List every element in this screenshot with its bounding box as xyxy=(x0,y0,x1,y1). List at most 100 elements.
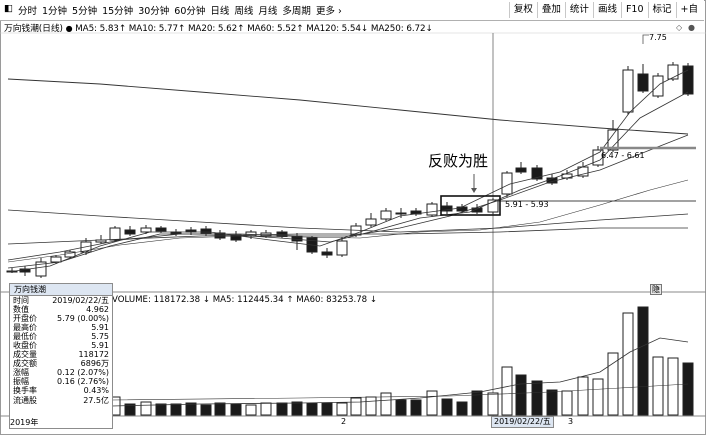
volume-bar xyxy=(230,403,242,416)
candle-body xyxy=(607,129,619,151)
stats-button[interactable]: 统计 xyxy=(564,2,593,18)
tab-5min[interactable]: 5分钟 xyxy=(72,6,98,17)
candle-body xyxy=(395,212,407,215)
ma5-arrow: ↑ xyxy=(118,24,127,34)
ma10-arrow: ↑ xyxy=(177,24,186,34)
tab-60min[interactable]: 60分钟 xyxy=(174,6,206,17)
volume-bar xyxy=(155,403,167,416)
tab-fenshi[interactable]: 分时 xyxy=(17,6,37,17)
candle-body xyxy=(155,227,167,232)
overlay-button[interactable]: 叠加 xyxy=(536,2,565,18)
panel-row-key: 最低价 xyxy=(13,332,37,342)
ma60-value: MA60: 5.52 xyxy=(247,24,297,34)
ma20-line xyxy=(7,134,689,261)
candle-body xyxy=(365,218,377,226)
volume-bar xyxy=(577,376,589,416)
volume-bar xyxy=(410,399,422,416)
fuquan-button[interactable]: 复权 xyxy=(508,2,537,18)
candle-body xyxy=(336,240,348,256)
volume-ma5-line xyxy=(111,337,689,407)
high-marker xyxy=(642,34,649,44)
settings-dot-icon: ● xyxy=(688,23,695,32)
volume-bar xyxy=(321,402,333,416)
custom-button[interactable]: +自 xyxy=(675,2,702,18)
panel-row: 成交额 6896万 xyxy=(10,359,112,368)
volume-bar xyxy=(140,401,152,416)
panel-row-value: 2019/02/22/五 xyxy=(52,296,109,305)
period-toolbar: ◧ 分时 1分钟 5分钟 15分钟 30分钟 60分钟 日线 周线 月线 多周期… xyxy=(0,0,704,21)
annotation-text: 反败为胜 xyxy=(428,152,489,170)
ma250-line xyxy=(7,78,689,135)
menu-icon[interactable]: ◧ xyxy=(4,3,13,14)
candle-body xyxy=(109,227,121,241)
volume-bar xyxy=(456,401,468,416)
panel-row-value: 5.91 xyxy=(91,341,109,351)
f10-button[interactable]: F10 xyxy=(620,2,648,18)
volume-bar xyxy=(395,399,407,416)
high-price-label: 7.75 xyxy=(649,33,667,42)
period-tabs: ◧ 分时 1分钟 5分钟 15分钟 30分钟 60分钟 日线 周线 月线 多周期… xyxy=(4,3,342,17)
draw-line-button[interactable]: 画线 xyxy=(592,2,621,18)
candle-body xyxy=(637,73,649,92)
tab-more-label: 更多 xyxy=(315,6,335,17)
panel-row-key: 时间 xyxy=(13,296,29,305)
volume-bar xyxy=(622,312,634,416)
volume-bar xyxy=(637,306,649,416)
ma10-value: MA10: 5.77 xyxy=(128,24,178,34)
volume-bar xyxy=(426,390,438,416)
candle-body xyxy=(456,206,468,212)
ma5-value: MA5: 5.83 xyxy=(75,24,119,34)
tab-monthly[interactable]: 月线 xyxy=(258,6,278,17)
panel-row-value: 5.91 xyxy=(91,323,109,333)
mark-button[interactable]: 标记 xyxy=(647,2,676,18)
candle-body xyxy=(50,256,62,263)
tab-1min[interactable]: 1分钟 xyxy=(42,6,68,17)
tab-weekly[interactable]: 周线 xyxy=(234,6,254,17)
panel-row-value: 5.79 (0.00%) xyxy=(56,314,109,324)
volume-bar xyxy=(214,402,226,416)
volume-bar xyxy=(471,390,483,416)
panel-row: 换手率 0.43% xyxy=(10,386,112,395)
tab-multi-period[interactable]: 多周期 xyxy=(282,6,311,17)
candle-body xyxy=(64,251,76,258)
tab-30min[interactable]: 30分钟 xyxy=(138,6,170,17)
panel-row: 最低价 5.75 xyxy=(10,332,112,341)
volume-bar xyxy=(260,402,272,416)
candle-body xyxy=(592,149,604,166)
lock-marker-icon[interactable]: 隐 xyxy=(650,284,662,295)
volume-bar xyxy=(682,362,694,416)
candle-body xyxy=(667,64,679,80)
panel-row: 流通股 27.5亿 xyxy=(10,396,112,405)
volume-bar xyxy=(276,402,288,416)
axis-month-2: 2 xyxy=(341,417,347,426)
panel-row: 振幅 0.16 (2.76%) xyxy=(10,377,112,386)
diamond-icon: ◇ xyxy=(676,23,683,32)
tab-more[interactable]: 更多 › xyxy=(316,3,342,17)
tab-15min[interactable]: 15分钟 xyxy=(102,6,134,17)
volume-bar xyxy=(170,403,182,416)
panel-row-value: 0.43% xyxy=(83,386,109,396)
candle-body xyxy=(140,227,152,233)
ma10-line xyxy=(7,91,689,269)
panel-row-value: 0.12 (2.07%) xyxy=(56,368,109,378)
panel-row-key: 成交额 xyxy=(13,359,37,369)
candle-body xyxy=(471,207,483,213)
ma20-value: MA20: 5.62 xyxy=(187,24,238,34)
volume-bar xyxy=(185,402,197,416)
ma120-arrow: ↓ xyxy=(360,24,369,34)
volume-bar xyxy=(501,366,513,416)
panel-row-key: 开盘价 xyxy=(13,314,37,324)
panel-row: 开盘价 5.79 (0.00%) xyxy=(10,314,112,323)
tab-daily[interactable]: 日线 xyxy=(210,6,230,17)
panel-row-value: 27.5亿 xyxy=(83,395,109,405)
dot-icon: ● xyxy=(65,24,73,33)
candle-body xyxy=(200,228,212,234)
ma250-value: MA250: 6.72 xyxy=(370,24,426,34)
level-label-lower: 5.91 - 5.93 xyxy=(505,200,549,209)
panel-row: 数值 4.962 xyxy=(10,305,112,314)
volume-bar xyxy=(546,389,558,416)
volume-bar xyxy=(561,390,573,416)
volume-bar xyxy=(380,392,392,416)
panel-row: 涨幅 0.12 (2.07%) xyxy=(10,368,112,377)
